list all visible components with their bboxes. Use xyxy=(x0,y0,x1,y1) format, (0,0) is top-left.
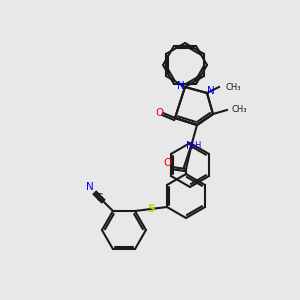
Text: O: O xyxy=(164,158,172,168)
Text: CH₃: CH₃ xyxy=(231,106,247,115)
Text: C: C xyxy=(95,193,103,203)
Text: S: S xyxy=(147,204,155,214)
Text: O: O xyxy=(156,108,164,118)
Text: N: N xyxy=(207,86,215,96)
Text: N: N xyxy=(186,141,194,151)
Text: N: N xyxy=(177,81,185,91)
Text: H: H xyxy=(194,142,200,151)
Text: CH₃: CH₃ xyxy=(225,82,241,91)
Text: N: N xyxy=(86,182,94,192)
